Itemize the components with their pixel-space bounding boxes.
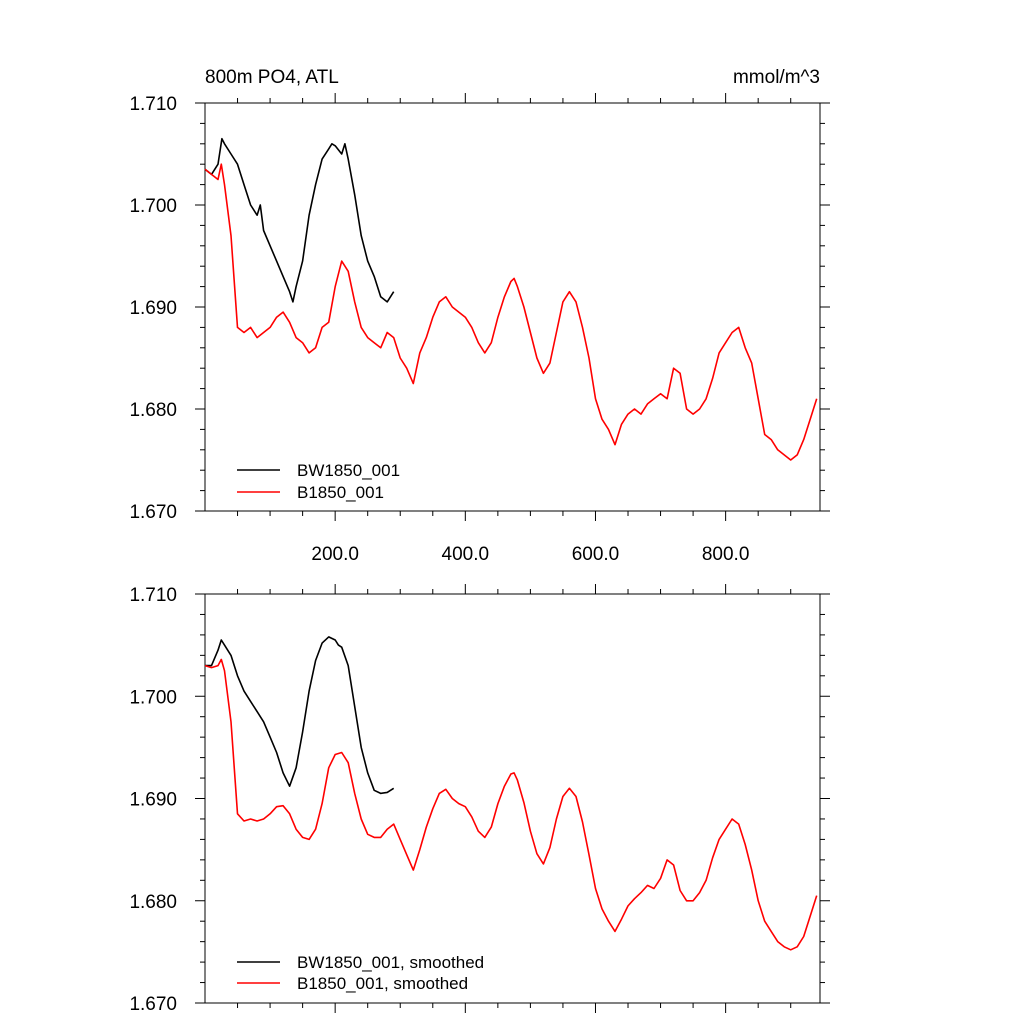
legend-label: B1850_001, smoothed	[297, 974, 468, 993]
y-tick-label: 1.690	[129, 790, 177, 811]
y-tick-label: 1.680	[129, 892, 177, 913]
plot-frame	[204, 593, 821, 1004]
x-tick-label: 800.0	[702, 544, 750, 565]
series-line-red	[204, 163, 818, 461]
plot-frame	[204, 102, 821, 512]
legend-label: B1850_001	[297, 483, 384, 502]
chart-title: 800m PO4, ATL	[205, 67, 339, 88]
y-tick-label: 1.670	[129, 502, 177, 523]
y-tick-label: 1.670	[129, 994, 177, 1015]
series-line-black	[205, 636, 395, 795]
y-tick-label: 1.700	[129, 687, 177, 708]
legend-label: BW1850_001	[297, 461, 400, 480]
y-tick-label: 1.710	[129, 585, 177, 606]
legend-label: BW1850_001, smoothed	[297, 953, 484, 972]
bottom-panel: 1.670 1.680 1.690 1.700 1.710 BW1850_001, smo…	[129, 584, 830, 1015]
top-panel: 1.670 1.680 1.690 1.700 1.710 200.0 400.0 600.0…	[129, 67, 830, 565]
x-tick-label: 200.0	[311, 544, 359, 565]
y-tick-label: 1.700	[129, 196, 177, 217]
x-tick-label: 600.0	[572, 544, 620, 565]
y-tick-label: 1.710	[129, 94, 177, 115]
series-line-red	[204, 658, 818, 951]
series-line-black	[204, 137, 395, 303]
y-tick-label: 1.690	[129, 298, 177, 319]
x-tick-label: 400.0	[442, 544, 490, 565]
y-tick-label: 1.680	[129, 400, 177, 421]
units-label: mmol/m^3	[733, 67, 820, 88]
